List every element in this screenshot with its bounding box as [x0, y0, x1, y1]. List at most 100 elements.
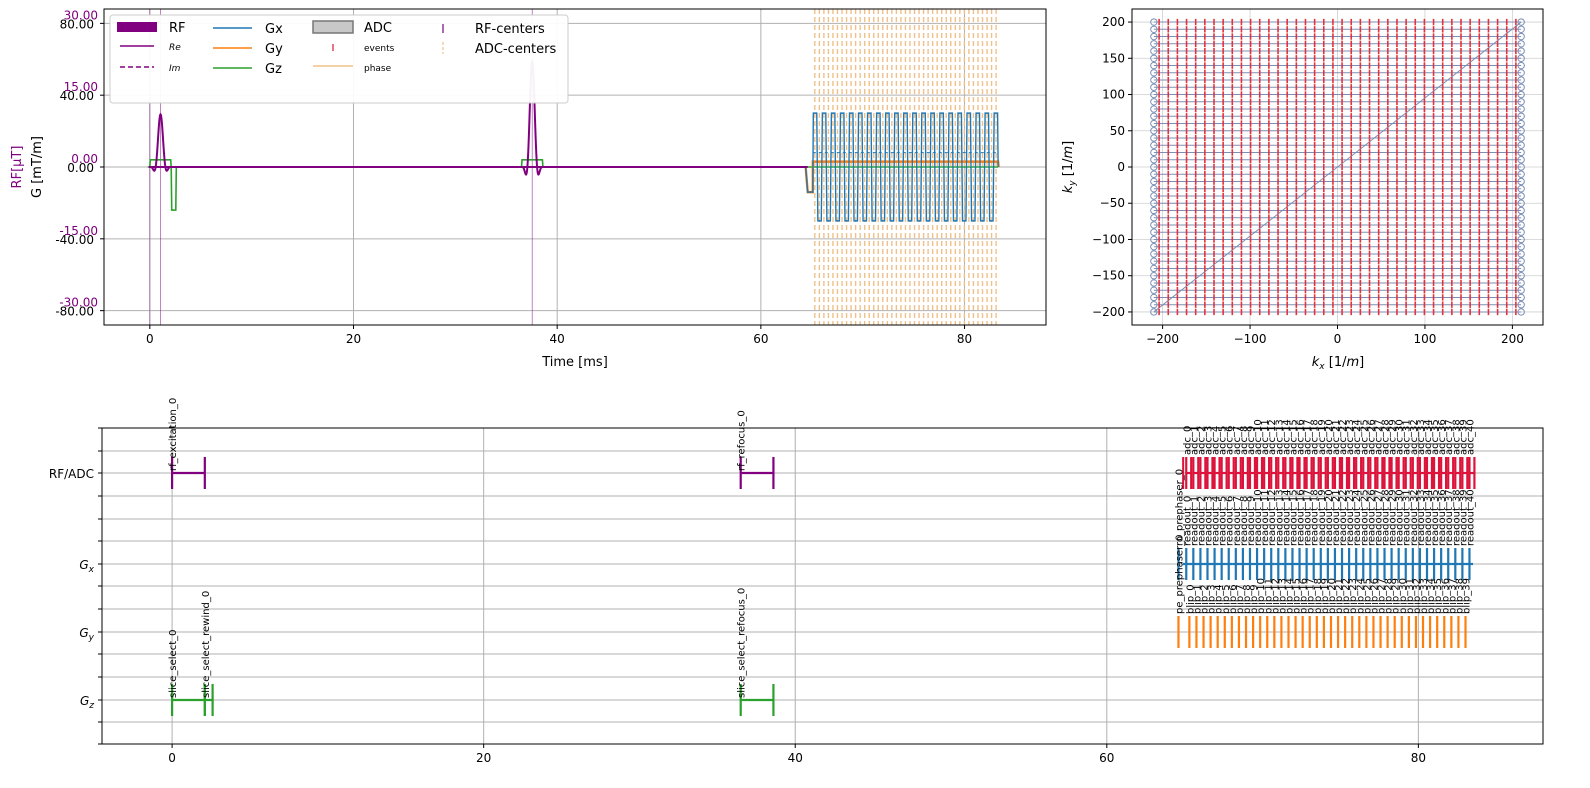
kspace-adc-samples — [1158, 171, 1517, 178]
adc-event-label: adc_40 — [1465, 419, 1476, 455]
p2-ytick-label: 200 — [1102, 15, 1125, 29]
kspace-turn-point — [1150, 257, 1158, 265]
adc-event-label: adc_11 — [1260, 419, 1271, 455]
kspace-turn-point — [1150, 90, 1158, 99]
gx-readout-label: readout_0 — [1182, 496, 1193, 546]
kspace-adc-samples — [1158, 105, 1517, 113]
gz-event-label: slice_select_rewind_0 — [201, 591, 212, 698]
adc-event-label: adc_19 — [1317, 419, 1328, 455]
gx-readout-label: readout_19 — [1317, 489, 1328, 546]
adc-event-label: adc_27 — [1373, 419, 1384, 455]
adc-event-label: adc_37 — [1444, 419, 1455, 455]
kspace-adc-samples — [1158, 258, 1517, 265]
kspace-adc-samples — [1158, 149, 1517, 156]
gy-blip-label: blip_35 — [1433, 578, 1444, 614]
adc-event-label: adc_29 — [1388, 419, 1399, 455]
gy-blip-label: blip_7 — [1235, 584, 1246, 614]
kspace-adc-samples — [1158, 55, 1517, 62]
p2-axes: −200 −100 0 100 200 −200 −150 −100 −50 0 50 100 150 2… — [1092, 15, 1524, 346]
legend-re-label: Re — [169, 43, 181, 53]
kspace-adc-samples — [1158, 142, 1517, 149]
kspace-adc-samples — [1158, 200, 1517, 207]
kspace-adc-samples — [1158, 127, 1517, 134]
p2-ytick-label: −150 — [1092, 269, 1125, 283]
rf-pulse — [149, 112, 172, 172]
gy-blip-label: blip_33 — [1419, 578, 1430, 614]
gy-blip-label: blip_32 — [1412, 578, 1423, 614]
gx-readout-bar — [1338, 548, 1346, 580]
gx-readout-label: readout_8 — [1239, 496, 1250, 546]
kspace-turn-point — [1150, 308, 1158, 316]
kspace-adc-samples — [1158, 287, 1517, 294]
gx-readout-bar — [1352, 548, 1360, 580]
gx-readout-bar — [1218, 548, 1226, 580]
p2-ylabel: ky [1/m] — [1061, 141, 1078, 193]
gx-readout-label: readout_33 — [1416, 489, 1427, 546]
kspace-turn-point — [1150, 264, 1158, 273]
adc-event-label: adc_25 — [1359, 419, 1370, 455]
gy-blip-label: blip_18 — [1313, 578, 1324, 614]
p1-rf-tick-label: 30.00 — [64, 8, 98, 22]
gx-readout-label: readout_4 — [1211, 496, 1222, 546]
kspace-adc-samples — [1158, 120, 1517, 127]
gz-event-label: slice_select_refocus_0 — [737, 588, 748, 698]
gx-readout-bar — [1317, 548, 1325, 580]
kspace-turn-point — [1150, 279, 1158, 287]
p1-grad-tick-label: 0.00 — [67, 161, 94, 175]
gx-readout-bar — [1303, 548, 1311, 580]
gx-readout-bar — [1232, 548, 1240, 580]
kspace-turn-point — [1150, 286, 1158, 294]
kspace-adc-samples — [1158, 33, 1517, 40]
kspace-turn-point — [1517, 286, 1525, 294]
legend-gx-label: Gx — [265, 22, 283, 37]
kspace-adc-samples — [1158, 294, 1517, 301]
gy-blip-label: blip_0 — [1185, 584, 1196, 614]
gx-readout-label: readout_39 — [1458, 489, 1469, 546]
kspace-turn-point — [1517, 264, 1525, 273]
p1-xtick-label: 20 — [346, 332, 361, 346]
adc-event-label: adc_22 — [1338, 419, 1349, 455]
gy-blip-label: blip_31 — [1405, 578, 1416, 614]
kspace-adc-samples — [1158, 185, 1517, 192]
kspace-turn-point — [1517, 293, 1525, 302]
legend-phase-label: phase — [364, 64, 392, 74]
gy-blip-label: blip_22 — [1341, 578, 1352, 614]
gy-blip-label: blip_16 — [1299, 578, 1310, 614]
gy-waveform — [804, 160, 1000, 194]
adc-event-label: adc_8 — [1239, 426, 1250, 455]
p2-xtick-label: 0 — [1334, 332, 1342, 346]
kspace-turn-point — [1150, 185, 1158, 193]
kspace-adc-samples — [1158, 214, 1517, 221]
kspace-turn-point — [1150, 243, 1158, 251]
legend-im-label: Im — [169, 64, 181, 74]
p2-xtick-label: 100 — [1413, 332, 1436, 346]
kspace-turn-point — [1150, 98, 1158, 106]
p3-xtick-label: 80 — [1411, 751, 1426, 765]
gx-readout-bar — [1345, 548, 1353, 580]
kspace-turn-point — [1517, 257, 1525, 265]
gx-readout-label: readout_18 — [1310, 489, 1321, 546]
p1-rf-tick-label: -15.00 — [59, 224, 98, 238]
kspace-adc-samples — [1158, 163, 1517, 171]
adc-event-label: adc_12 — [1267, 419, 1278, 455]
kspace-adc-samples — [1158, 91, 1517, 98]
kspace-adc-samples — [1158, 40, 1517, 47]
kspace-turn-point — [1150, 235, 1158, 244]
rf-event-bar — [171, 457, 206, 489]
gy-blip-label: blip_9 — [1249, 584, 1260, 614]
gx-readout-label: readout_6 — [1225, 496, 1236, 546]
adc-event-label: adc_14 — [1281, 419, 1292, 455]
kspace-turn-point — [1517, 214, 1525, 222]
adc-event-label: adc_36 — [1437, 419, 1448, 455]
gy-prephaser-label: pe_prephaser_0 — [1174, 534, 1185, 614]
adc-event-label: adc_7 — [1232, 426, 1243, 455]
kspace-turn-point — [1517, 83, 1525, 91]
p1-xtick-label: 80 — [957, 332, 972, 346]
gy-blip-label: blip_8 — [1242, 584, 1253, 614]
kspace-adc-samples — [1158, 98, 1517, 105]
adc-event-label: adc_1 — [1189, 426, 1200, 455]
gx-readout-bar — [1253, 548, 1261, 580]
gx-readout-label: readout_10 — [1253, 489, 1264, 546]
legend-gz-label: Gz — [265, 62, 282, 77]
kspace-turn-point — [1150, 32, 1158, 41]
